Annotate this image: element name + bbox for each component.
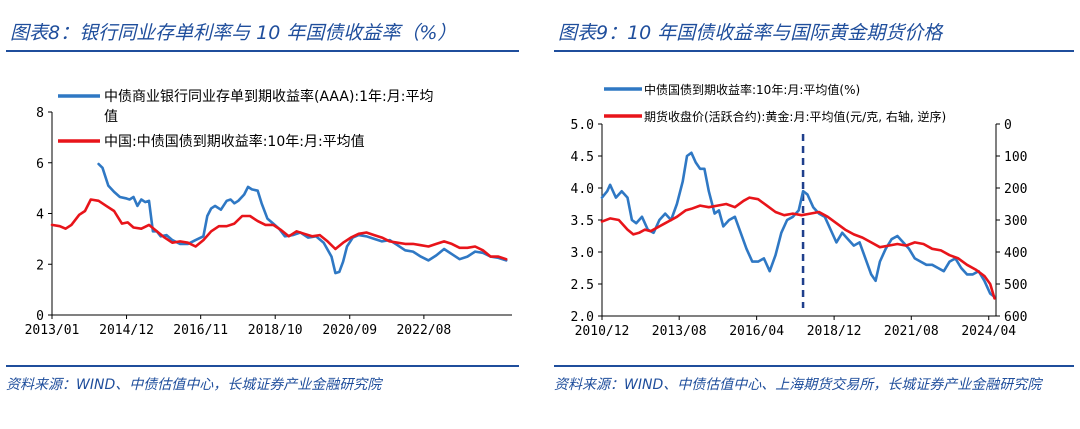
y-tick-label: 2.5 [571,278,594,293]
x-tick-label: 2013/01 [25,323,80,338]
y2-tick-label: 400 [1004,246,1027,261]
x-tick-label: 2013/08 [652,324,707,339]
figure-9-title-rule [554,50,1074,52]
figure-8-source: 资料来源：WIND、中债估值中心，长城证券产业金融研究院 [6,377,382,393]
y2-tick-label: 500 [1004,278,1027,293]
y-tick-label: 3.5 [571,214,594,229]
legend-label-1: 值 [104,109,118,125]
y-tick-label: 4.0 [571,182,594,197]
x-tick-label: 2016/04 [729,324,784,339]
figure-8-title-rule [6,50,519,52]
x-tick-label: 2016/11 [173,323,228,338]
y2-tick-label: 200 [1004,182,1027,197]
figure-9-panel: 图表9：10 年国债收益率与国际黄金期货价格 2.0 2.5 3.0 3.5 4.0 4.… [548,0,1080,429]
series-line-1 [97,162,508,275]
y2-tick-label: 300 [1004,214,1027,229]
y-tick-label: 0 [36,309,44,324]
legend-label-1: 中债商业银行同业存单到期收益率(AAA):1年:月:平均 [104,88,434,105]
figure-8-bottom-rule [6,365,519,367]
y-tick-label: 3.0 [571,246,594,261]
x-tick-label: 2024/04 [961,324,1016,339]
figure-9-source: 资料来源：WIND、中债估值中心、上海期货交易所，长城证券产业金融研究院 [554,377,1042,393]
series-line-1 [600,151,996,299]
figure-9-chart: 2.0 2.5 3.0 3.5 4.0 4.5 5.0 0 100 200 300 400 500 600… [571,82,1028,339]
legend-label-2: 中国:中债国债到期收益率:10年:月:平均值 [104,133,365,150]
legend-label-2: 期货收盘价(活跃合约):黄金:月:平均值(元/克, 右轴, 逆序) [644,109,946,124]
figure-9-bottom-rule [554,365,1074,367]
x-tick-label: 2018/10 [248,323,303,338]
series-line-2 [600,196,996,300]
y-tick-label: 4.5 [571,150,594,165]
x-tick-label: 2021/08 [884,324,939,339]
y2-tick-label: 0 [1004,118,1012,133]
y-tick-label: 2 [36,258,44,273]
y-tick-label: 6 [36,157,44,172]
y2-tick-label: 100 [1004,150,1027,165]
x-tick-label: 2020/09 [322,323,377,338]
figure-8-panel: 图表8：银行同业存单利率与 10 年国债收益率（%） 0 2 4 6 8 2013/01 2… [0,0,525,429]
y-tick-label: 2.0 [571,310,594,325]
y-tick-label: 5.0 [571,118,594,133]
figure-8-chart: 0 2 4 6 8 2013/01 2014/12 2016/11 2018/10 2020/09… [25,88,512,338]
y-tick-label: 4 [36,208,44,223]
figure-9-title: 图表9：10 年国债收益率与国际黄金期货价格 [558,22,943,44]
y-tick-label: 8 [36,106,44,121]
legend-label-1: 中债国债到期收益率:10年:月:平均值(%) [644,82,860,97]
series-line-2 [50,198,508,261]
figure-8-title: 图表8：银行同业存单利率与 10 年国债收益率（%） [10,22,457,44]
x-tick-label: 2010/12 [575,324,630,339]
x-tick-label: 2014/12 [99,323,154,338]
x-tick-label: 2018/12 [807,324,862,339]
y2-tick-label: 600 [1004,310,1027,325]
x-tick-label: 2022/08 [396,323,451,338]
